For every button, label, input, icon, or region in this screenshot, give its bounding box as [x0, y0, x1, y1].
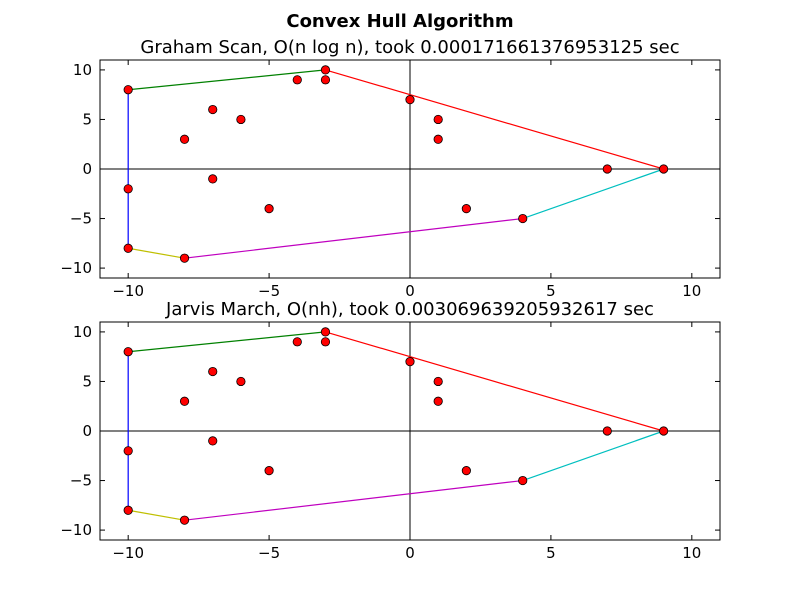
data-point: [264, 466, 274, 476]
data-point: [123, 85, 133, 95]
data-point: [602, 164, 612, 174]
x-tick-label: −10: [112, 544, 144, 562]
data-point: [320, 327, 331, 337]
data-point: [602, 426, 612, 436]
data-point: [236, 376, 246, 387]
hull-edge: [184, 217, 523, 259]
x-tick-label: 0: [405, 544, 415, 562]
hull-edge: [325, 331, 664, 432]
data-point: [659, 164, 669, 174]
data-point: [518, 475, 528, 486]
data-point: [461, 204, 471, 214]
data-point: [433, 114, 443, 125]
hull-edge: [184, 479, 523, 521]
data-point: [461, 466, 471, 476]
data-point: [179, 396, 190, 406]
x-tick-label: −5: [258, 544, 280, 562]
y-tick-label: −10: [60, 521, 92, 539]
data-point: [179, 134, 190, 144]
hull-edge: [325, 69, 664, 170]
panel-title-jarvis-march: Jarvis March, O(nh), took 0.003069639205…: [165, 299, 654, 320]
data-point: [123, 243, 133, 253]
x-tick-label: 10: [682, 544, 701, 562]
x-tick-label: 5: [546, 544, 556, 562]
data-point: [659, 426, 669, 436]
data-point: [292, 337, 302, 347]
y-tick-label: 10: [73, 323, 92, 341]
data-point: [208, 104, 218, 115]
x-tick-label: 5: [546, 282, 556, 300]
data-point: [208, 174, 218, 184]
data-point: [123, 505, 133, 515]
y-tick-label: 5: [82, 110, 92, 128]
figure-suptitle: Convex Hull Algorithm: [286, 11, 513, 32]
x-tick-label: −5: [258, 282, 280, 300]
x-tick-label: 0: [405, 282, 415, 300]
data-point: [179, 253, 190, 263]
data-point: [179, 515, 190, 525]
data-point: [292, 75, 302, 85]
y-tick-label: 10: [73, 61, 92, 79]
x-tick-label: 10: [682, 282, 701, 300]
hull-edge: [522, 168, 664, 220]
data-point: [208, 366, 218, 377]
y-tick-label: 0: [82, 422, 92, 440]
y-tick-label: 5: [82, 372, 92, 390]
data-point: [208, 436, 218, 446]
panel-graham-scan: Graham Scan, O(n log n), took 0.00017166…: [60, 37, 721, 300]
y-tick-label: 0: [82, 160, 92, 178]
hull-edge: [128, 69, 326, 91]
hull-edge: [128, 331, 326, 353]
data-point: [320, 65, 331, 75]
data-point: [433, 376, 443, 387]
data-point: [518, 213, 528, 224]
data-point: [320, 337, 331, 347]
data-point: [405, 357, 415, 367]
data-point: [405, 95, 415, 105]
x-tick-label: −10: [112, 282, 144, 300]
data-point: [433, 396, 443, 406]
hull-edge: [128, 247, 185, 259]
data-point: [264, 204, 274, 214]
data-point: [320, 75, 331, 85]
panel-jarvis-march: Jarvis March, O(nh), took 0.003069639205…: [60, 299, 721, 562]
data-point: [236, 114, 246, 125]
data-point: [433, 134, 443, 144]
y-tick-label: −10: [60, 259, 92, 277]
data-point: [123, 184, 133, 194]
hull-edge: [522, 430, 664, 482]
panel-title-graham-scan: Graham Scan, O(n log n), took 0.00017166…: [140, 37, 679, 58]
y-tick-label: −5: [70, 210, 92, 228]
y-tick-label: −5: [70, 472, 92, 490]
data-point: [123, 446, 133, 456]
data-point: [123, 347, 133, 357]
hull-edge: [128, 509, 185, 521]
